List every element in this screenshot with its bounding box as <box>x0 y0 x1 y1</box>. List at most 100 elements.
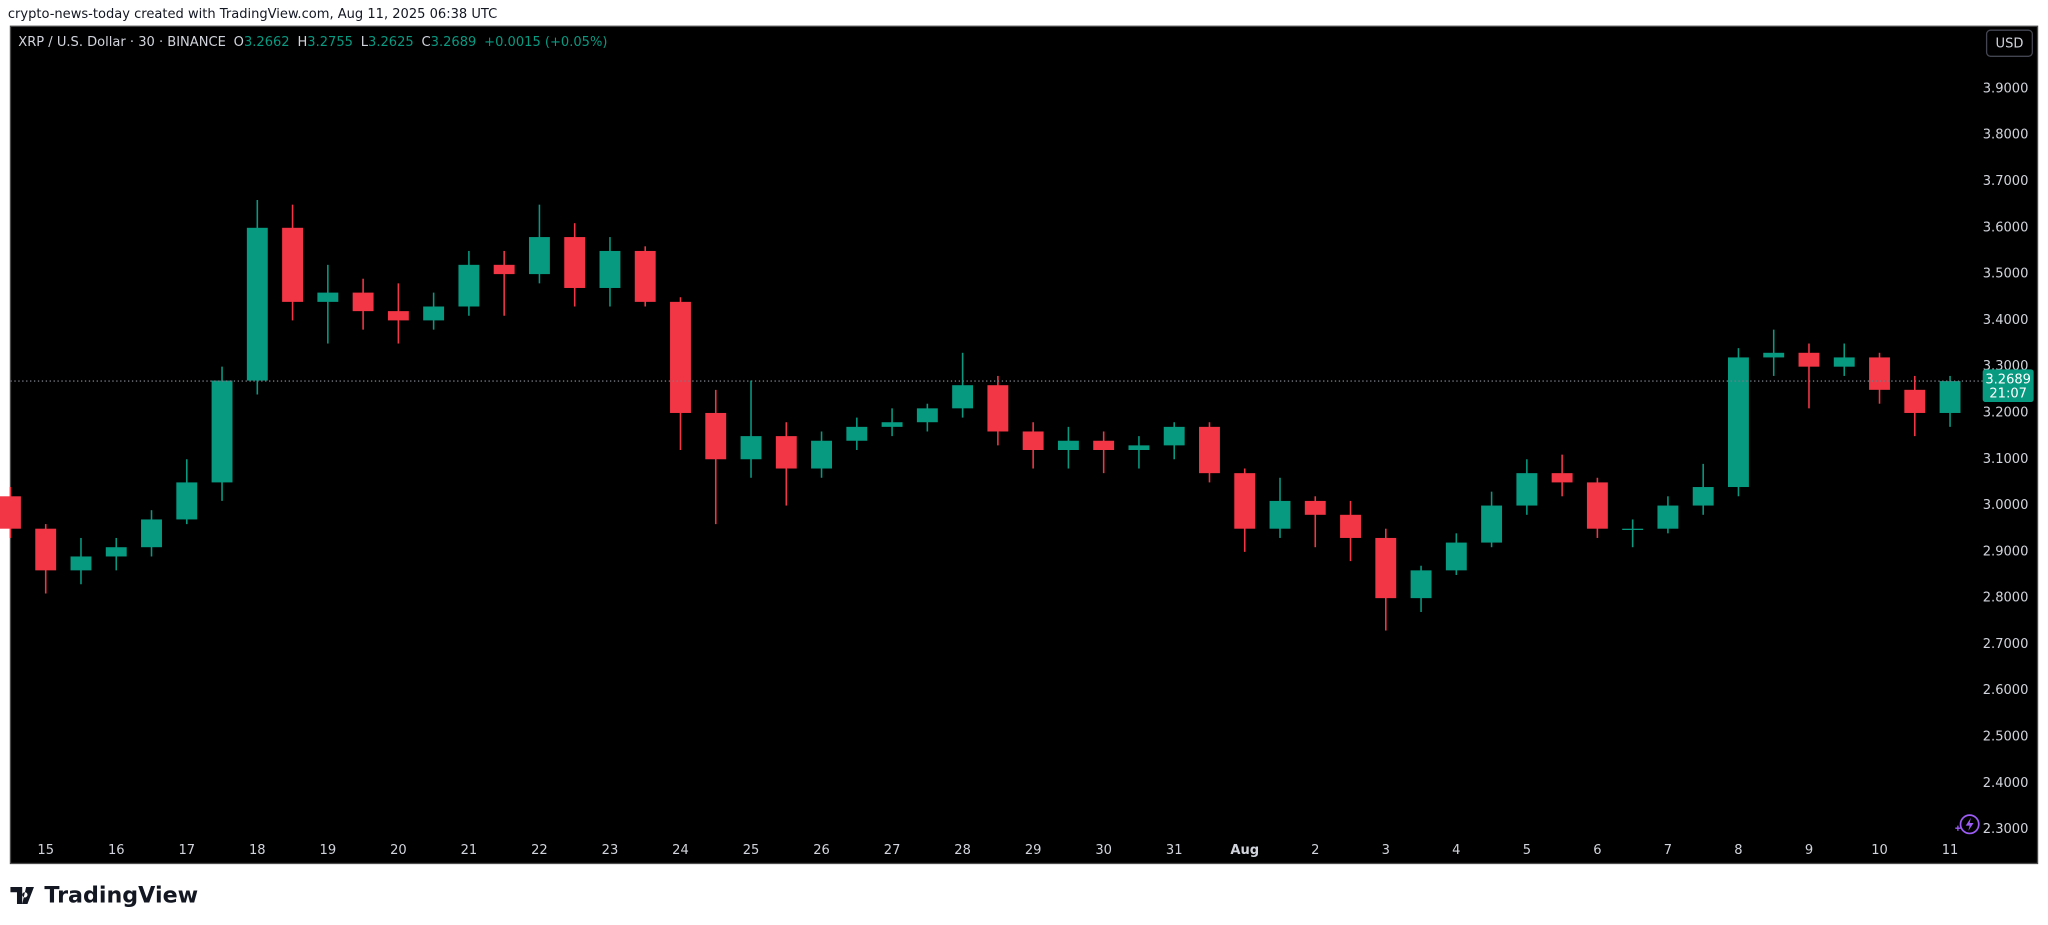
ohlc-value: 3.2662 <box>244 34 290 49</box>
x-tick-label: 22 <box>531 843 548 858</box>
y-tick-label: 2.7000 <box>1983 637 2029 652</box>
y-tick-label: 2.8000 <box>1983 591 2029 606</box>
candles <box>0 200 1961 631</box>
ohlc-label: H <box>297 34 307 49</box>
candle-body <box>1516 473 1538 506</box>
candle-body <box>1939 381 1961 413</box>
candle-body <box>1163 426 1185 446</box>
ohlc-label: O <box>234 34 244 49</box>
candle-body <box>952 385 974 409</box>
candle-body <box>670 301 691 413</box>
y-tick-label: 3.2000 <box>1983 405 2029 420</box>
candle-body <box>1057 440 1079 451</box>
ohlc-value: 3.2755 <box>307 34 353 49</box>
x-tick-label: 6 <box>1593 843 1601 858</box>
candle-body <box>141 519 162 548</box>
candle-body <box>881 422 903 427</box>
x-tick-label: 11 <box>1942 843 1959 858</box>
candle-body <box>599 250 621 288</box>
candle-body <box>0 496 21 529</box>
candle-body <box>176 482 198 520</box>
candle-body <box>70 556 92 571</box>
logo: TradingView <box>10 883 198 909</box>
x-tick-label: 7 <box>1664 843 1672 858</box>
x-tick-label: 10 <box>1871 843 1888 858</box>
candle-body <box>1657 505 1679 529</box>
candle-body <box>35 528 57 571</box>
candle-body <box>1692 487 1714 506</box>
y-tick-label: 3.5000 <box>1983 267 2029 282</box>
y-tick-label: 3.6000 <box>1983 220 2029 235</box>
candle-body <box>1199 426 1220 474</box>
candle-body <box>1904 389 1926 413</box>
candle-body <box>846 426 868 441</box>
x-tick-label: 29 <box>1025 843 1042 858</box>
y-tick-label: 2.6000 <box>1983 683 2029 698</box>
candle-body <box>740 436 762 460</box>
x-tick-label: 30 <box>1095 843 1112 858</box>
ohlc-value: 3.2625 <box>368 34 414 49</box>
candle-body <box>458 264 480 307</box>
x-tick-label: 9 <box>1805 843 1813 858</box>
candle-body <box>1022 431 1044 451</box>
candle-body <box>1586 482 1608 529</box>
chart-header: XRP / U.S. Dollar · 30 · BINANCE O3.2662 H… <box>18 34 607 49</box>
x-tick-label: 8 <box>1734 843 1742 858</box>
x-tick-label: 21 <box>461 843 478 858</box>
candle-body <box>317 292 339 302</box>
icon-circle[interactable] <box>1959 814 1980 835</box>
x-tick-label: 19 <box>320 843 337 858</box>
x-tick-label: 27 <box>884 843 901 858</box>
candle-body <box>634 250 656 302</box>
x-tick-label: 26 <box>813 843 830 858</box>
x-tick-label: 23 <box>602 843 619 858</box>
x-tick-label: 17 <box>178 843 195 858</box>
ohlc-value: 3.2689 <box>431 34 477 49</box>
icon-plus[interactable] <box>1955 825 1961 831</box>
candle-body <box>1833 357 1855 367</box>
candle-body <box>811 440 832 469</box>
currency-label[interactable]: USD <box>1996 36 2024 51</box>
x-tick-label: 16 <box>108 843 125 858</box>
candle-body <box>1445 542 1467 571</box>
x-tick-label: 25 <box>743 843 760 858</box>
candle-body <box>1481 505 1503 543</box>
logo-mark <box>10 886 34 904</box>
y-tick-label: 3.7000 <box>1983 174 2029 189</box>
candle-body <box>1728 357 1749 488</box>
candle-body <box>1234 473 1256 529</box>
candle-body <box>705 412 727 460</box>
countdown-label: 21:07 <box>1989 387 2027 402</box>
x-tick-label: Aug <box>1230 843 1259 858</box>
candle-body <box>916 408 938 423</box>
candle-body <box>493 264 515 275</box>
candle-body <box>1269 500 1291 529</box>
x-tick-label: 28 <box>954 843 971 858</box>
candle-body <box>1763 352 1785 358</box>
candle-body <box>105 547 127 557</box>
change: +0.0015 (+0.05%) <box>484 34 607 49</box>
currency-button[interactable] <box>1985 29 2033 57</box>
y-tick-label: 2.5000 <box>1983 730 2029 745</box>
x-tick-label: 2 <box>1311 843 1319 858</box>
candle-body <box>1128 445 1150 451</box>
x-tick-label: 18 <box>249 843 266 858</box>
x-tick-label: 24 <box>672 843 689 858</box>
last-price-label: 3.2689 <box>1985 372 2031 387</box>
logo-text: TradingView <box>44 883 198 909</box>
candle-body <box>211 380 233 483</box>
x-tick-label: 5 <box>1523 843 1531 858</box>
x-tick-label: 15 <box>37 843 54 858</box>
candle-body <box>1869 357 1890 390</box>
y-tick-label: 2.9000 <box>1983 544 2029 559</box>
attribution: crypto-news-today created with TradingVi… <box>8 7 497 22</box>
candle-body <box>1093 440 1115 451</box>
lightning-icon[interactable] <box>1955 814 1980 835</box>
candle-body <box>282 227 304 302</box>
candle-body <box>775 436 797 469</box>
candle-body <box>1304 500 1326 515</box>
icon-bolt[interactable] <box>1965 817 1974 831</box>
candle-body <box>1375 537 1397 599</box>
